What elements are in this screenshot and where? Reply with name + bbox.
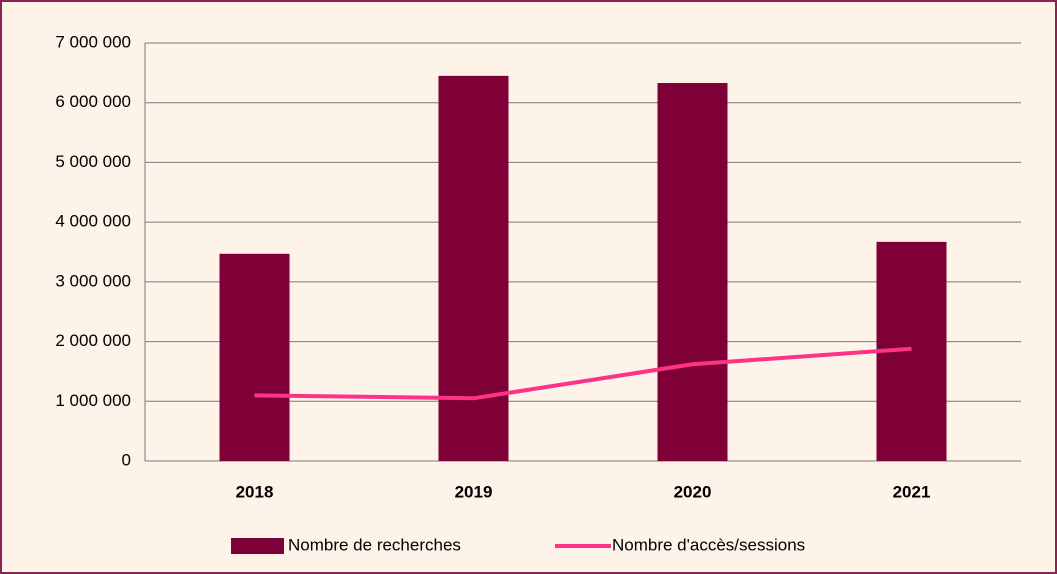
- y-tick-label: 6 000 000: [55, 92, 131, 111]
- y-tick-label: 4 000 000: [55, 212, 131, 231]
- y-tick-label: 5 000 000: [55, 152, 131, 171]
- legend-swatch: [231, 538, 284, 554]
- y-tick-label: 2 000 000: [55, 331, 131, 350]
- y-tick-label: 3 000 000: [55, 271, 131, 290]
- x-tick-label: 2018: [236, 482, 274, 501]
- y-tick-label: 0: [122, 450, 131, 469]
- bar: [657, 83, 728, 461]
- x-tick-label: 2019: [455, 482, 493, 501]
- line: [254, 346, 912, 401]
- x-tick-label: 2020: [674, 482, 712, 501]
- y-tick-label: 7 000 000: [55, 32, 131, 51]
- bar: [438, 75, 509, 461]
- legend-label: Nombre d'accès/sessions: [612, 535, 805, 554]
- legend-label: Nombre de recherches: [288, 535, 461, 554]
- bar: [219, 253, 290, 461]
- x-tick-label: 2021: [893, 482, 931, 501]
- y-tick-label: 1 000 000: [55, 391, 131, 410]
